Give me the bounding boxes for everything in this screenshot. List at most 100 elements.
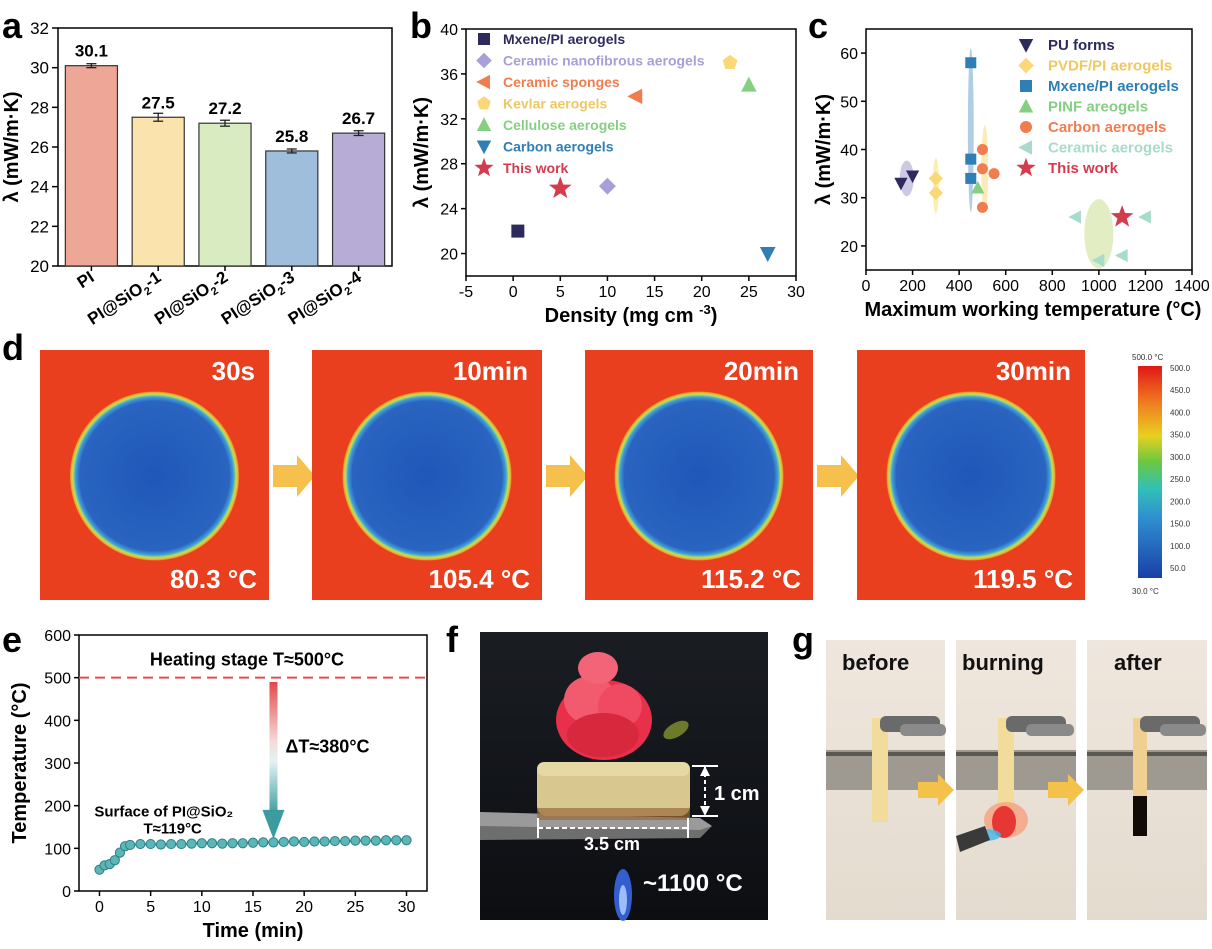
- group-ellipse-mxene: [967, 48, 974, 213]
- dim-width-label: 3.5 cm: [584, 834, 640, 854]
- x-tick-label: 0: [95, 899, 104, 916]
- thermal-disc: [342, 391, 512, 561]
- panel-g-photos: before burning after: [826, 640, 1207, 920]
- colorbar-tick-label: 100.0: [1170, 542, 1191, 551]
- frame-temp-label: 105.4 °C: [429, 564, 531, 594]
- panel-letter-d: d: [2, 327, 24, 368]
- frame-time-label: 30min: [996, 356, 1071, 386]
- data-point: [965, 57, 977, 69]
- frame-temp-label: 80.3 °C: [170, 564, 257, 594]
- data-point: [928, 171, 944, 186]
- data-point: [741, 76, 757, 92]
- y-axis-label: Temperature (°C): [9, 683, 31, 844]
- colorbar-tick-label: 500.0: [1170, 364, 1191, 373]
- x-tick-label: 10: [193, 899, 211, 916]
- y-tick-label: 28: [30, 98, 49, 117]
- y-tick-label: 26: [30, 138, 49, 157]
- panel-letter-e: e: [2, 619, 22, 660]
- data-point: [380, 835, 392, 846]
- surface-label: Surface of PI@SiO₂: [94, 803, 233, 820]
- frame-time-label: 20min: [724, 356, 799, 386]
- heating-label: Heating stage T≈500°C: [150, 650, 344, 670]
- data-point: [258, 837, 269, 848]
- y-tick-label: 20: [30, 257, 49, 276]
- legend-label: Ceramic sponges: [503, 74, 620, 90]
- data-point: [1091, 253, 1105, 267]
- legend-marker: [478, 33, 490, 45]
- y-tick-label: 32: [30, 19, 49, 38]
- bar: [198, 122, 252, 267]
- x-tick-label: 15: [244, 899, 262, 916]
- y-tick-label: 0: [62, 884, 71, 901]
- data-point: [288, 836, 300, 847]
- x-tick-label: 25: [346, 899, 364, 916]
- x-tick-label: -5: [459, 284, 473, 301]
- frame-time-label: 10min: [453, 356, 528, 386]
- x-tick-label: 30: [398, 899, 416, 916]
- data-point: [928, 185, 944, 201]
- x-tick-label: 400: [946, 278, 973, 295]
- frame-temp-label: 115.2 °C: [701, 564, 801, 594]
- arrow-right-icon: [817, 455, 859, 497]
- data-point: [176, 838, 187, 850]
- arrow-right-icon: [918, 774, 954, 806]
- frame-time-label: 30s: [212, 356, 255, 386]
- arrow-right-icon: [546, 455, 588, 497]
- panel-a-bar-chart: 20 22 24 26 28 30 32 λ (mW/m·K) 30.1 PI 27.5 PI@SiO…: [1, 19, 393, 332]
- data-point: [976, 201, 988, 213]
- x-tick-label: 5: [146, 899, 155, 916]
- data-point: [976, 144, 988, 155]
- colorbar-top-label: 500.0 °C: [1132, 353, 1163, 362]
- legend-marker: [1016, 157, 1036, 177]
- delta-arrow-head: [262, 809, 285, 839]
- data-point: [1138, 210, 1151, 224]
- x-tick-label: PI: [74, 267, 98, 292]
- thermal-disc: [69, 391, 240, 561]
- data-point: [965, 153, 977, 165]
- surface-temp-label: T≈119°C: [143, 820, 202, 837]
- plot-frame: [78, 634, 428, 892]
- data-point: [166, 838, 177, 850]
- legend-marker: [476, 52, 492, 69]
- x-axis-label: Density (mg cm -3): [545, 302, 718, 327]
- x-tick-label: 15: [646, 284, 664, 301]
- y-tick-label: 20: [440, 247, 458, 264]
- data-point: [971, 180, 985, 194]
- data-point: [1068, 210, 1082, 224]
- y-tick-label: 600: [44, 628, 71, 645]
- delta-arrow-shaft: [269, 681, 278, 815]
- data-point: [109, 855, 120, 866]
- label-after: after: [1114, 650, 1162, 675]
- legend-label: PINF areogels: [1048, 99, 1148, 116]
- legend-marker: [474, 157, 494, 177]
- data-point: [135, 838, 146, 850]
- x-tick-label: 0: [862, 278, 871, 295]
- legend-marker: [1018, 39, 1034, 53]
- data-point: [401, 835, 412, 846]
- x-tick-label: 0: [509, 284, 518, 301]
- group-ellipse-ceramic: [1084, 199, 1114, 269]
- y-tick-label: 500: [44, 671, 71, 688]
- group-ellipse-pvdf: [932, 157, 939, 214]
- legend-label: This work: [1048, 160, 1119, 177]
- value-label: 26.7: [342, 109, 375, 128]
- legend-marker: [476, 74, 490, 90]
- data-point: [350, 835, 361, 846]
- y-tick-label: 28: [440, 157, 458, 174]
- data-point: [227, 838, 238, 849]
- data-point: [217, 838, 228, 849]
- colorbar-tick-label: 300.0: [1170, 453, 1191, 462]
- plot-frame: [465, 28, 797, 277]
- x-tick-label: 30: [787, 284, 805, 301]
- y-tick-label: 30: [30, 59, 49, 78]
- y-tick-label: 40: [840, 143, 858, 160]
- label-burning: burning: [962, 650, 1044, 675]
- data-point: [268, 837, 279, 848]
- legend-label: Cellulose aerogels: [503, 117, 627, 133]
- data-point: [894, 177, 908, 191]
- y-tick-label: 32: [440, 112, 458, 129]
- x-tick-label: PI@SiO2-3: [218, 267, 300, 332]
- data-point: [206, 838, 218, 849]
